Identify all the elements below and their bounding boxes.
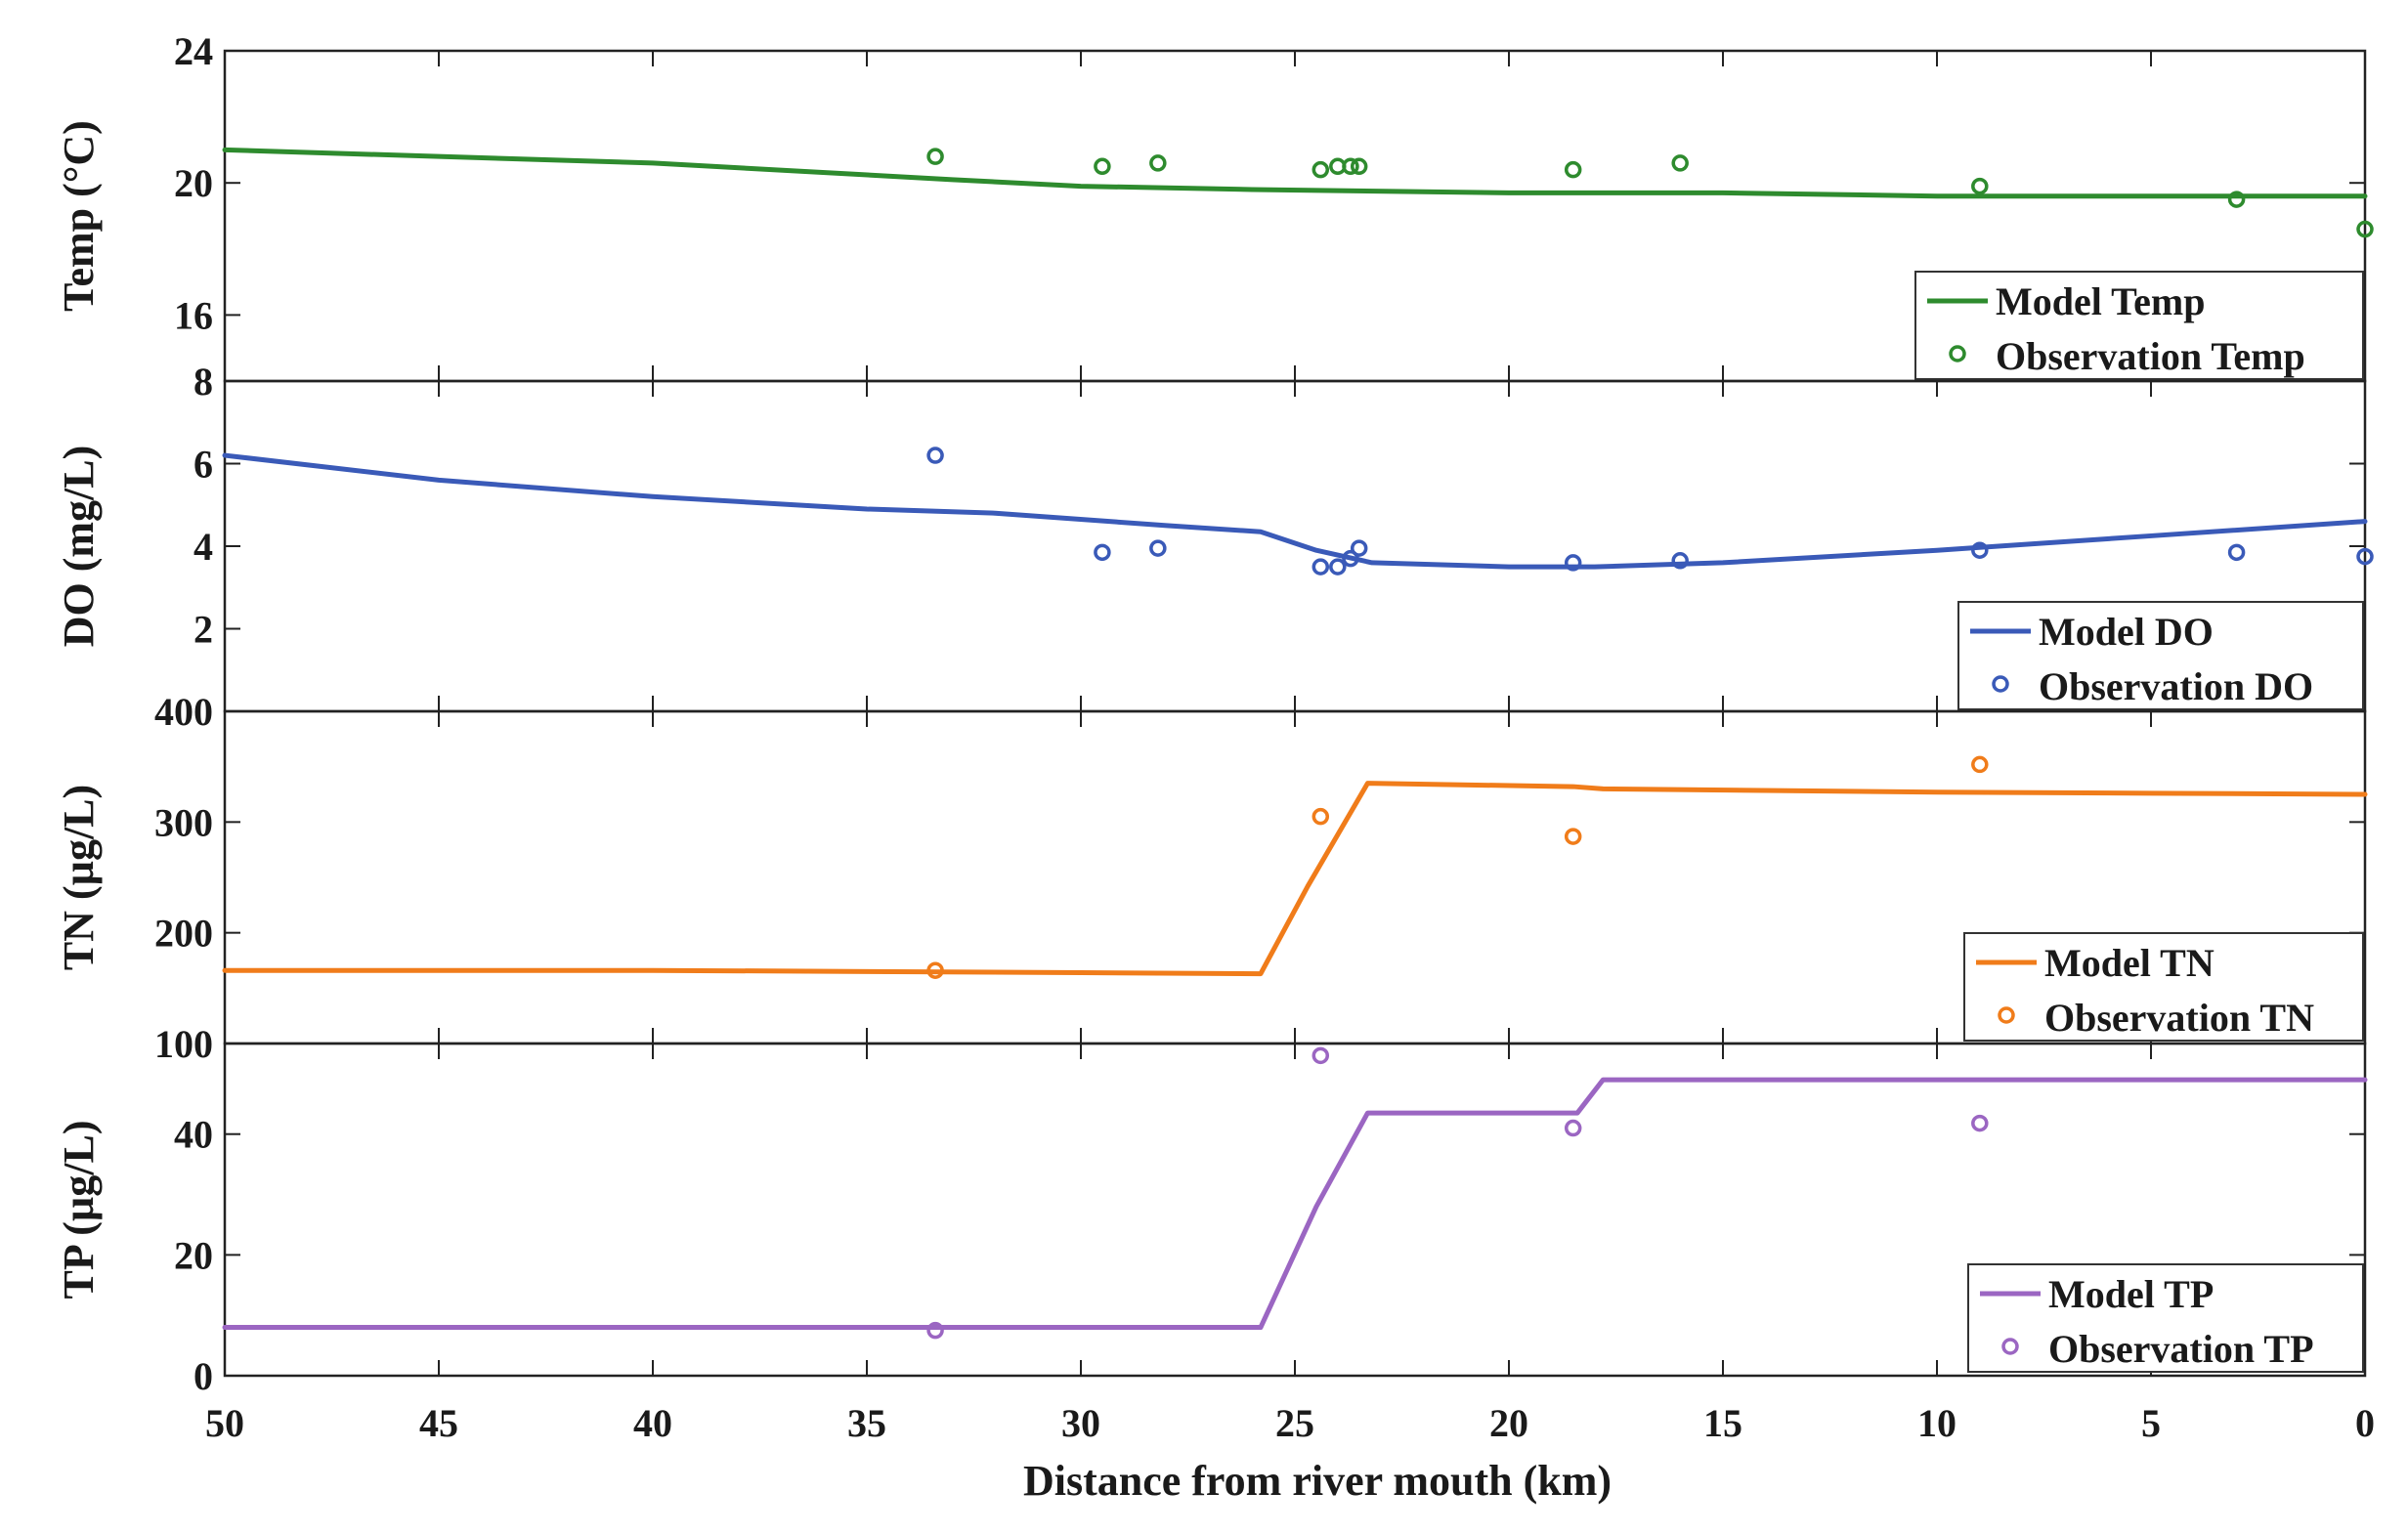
temp-y-top-label: 24 — [174, 29, 213, 73]
do-y-axis-label: DO (mg/L) — [55, 446, 103, 648]
temp-observation-point — [926, 148, 944, 165]
tn-observation-point — [1312, 807, 1330, 826]
panel-tp: 0 20 40 100 TP (µg/L) Model TP Observation TP — [55, 1022, 2368, 1398]
x-tick-label: 15 — [1703, 1401, 1742, 1445]
tn-y-tick-label: 200 — [154, 912, 213, 956]
do-observation-point — [2356, 547, 2374, 566]
do-observation-point — [1350, 539, 1368, 557]
temp-observation-point — [1564, 160, 1582, 179]
temp-legend: Model Temp Observation Temp — [1914, 271, 2364, 380]
tn-observation-point — [1971, 755, 1989, 774]
x-axis-label: Distance from river mouth (km) — [1023, 1457, 1612, 1505]
tp-y-tick-label: 20 — [174, 1233, 213, 1277]
temp-y-tick-label: 24 — [174, 29, 213, 73]
tp-legend-box — [1967, 1263, 2364, 1373]
temp-y-tick-label: 16 — [174, 293, 213, 337]
do-observation-point — [1971, 541, 1989, 559]
tn-legend-marker-swatch — [1998, 1006, 2015, 1024]
temp-observation-point — [1671, 154, 1689, 172]
temp-observation-point — [1350, 157, 1368, 176]
tp-legend: Model TP Observation TP — [1967, 1263, 2364, 1373]
temp-observation-point — [1342, 157, 1359, 176]
tn-model-line — [222, 781, 2368, 977]
tn-legend-model-label: Model TN — [2044, 941, 2214, 985]
do-observation-point — [1312, 558, 1330, 575]
do-observation-point — [926, 447, 944, 464]
tp-legend-marker-swatch — [2001, 1338, 2019, 1355]
temp-legend-marker-swatch — [1949, 345, 1966, 362]
tp-y-tick-label: 0 — [194, 1354, 213, 1398]
do-observation-point — [1564, 554, 1582, 572]
temp-observation-point — [2356, 220, 2374, 238]
x-tick-label: 10 — [1917, 1401, 1956, 1445]
tp-y-tick-label: 40 — [174, 1113, 213, 1157]
do-legend-model-label: Model DO — [2039, 610, 2214, 654]
tn-y-axis-label: TN (µg/L) — [55, 785, 103, 970]
temp-model-line — [222, 147, 2368, 199]
x-tick-label: 25 — [1275, 1401, 1314, 1445]
tn-legend-observation-label: Observation TN — [2044, 996, 2314, 1040]
tn-observation-point — [926, 961, 944, 979]
do-y-tick-label: 2 — [194, 608, 213, 652]
x-tick-label: 20 — [1489, 1401, 1528, 1445]
do-observation-point — [2227, 543, 2246, 562]
tn-observation-point — [1564, 828, 1582, 845]
temp-legend-box — [1914, 271, 2364, 380]
tp-legend-model-label: Model TP — [2048, 1272, 2214, 1316]
x-tick-label: 0 — [2355, 1401, 2375, 1445]
x-tick-label: 30 — [1061, 1401, 1100, 1445]
do-legend: Model DO Observation DO — [1957, 601, 2364, 710]
tp-y-axis-label: TP (µg/L) — [55, 1120, 103, 1299]
do-y-top-label: 8 — [194, 360, 213, 404]
do-legend-marker-swatch — [1992, 675, 2009, 693]
tn-legend-box — [1963, 932, 2364, 1042]
tp-y-top-label: 100 — [154, 1022, 213, 1066]
temp-observation-point — [1312, 160, 1330, 179]
do-model-line — [222, 452, 2368, 570]
tp-observation-point — [1564, 1119, 1582, 1137]
x-tick-label: 50 — [205, 1401, 244, 1445]
do-y-tick-label: 6 — [194, 443, 213, 487]
do-observation-point — [1342, 549, 1359, 568]
do-observation-point — [1329, 558, 1347, 575]
panel-tn: 200 300 400 TN (µg/L) Model TN Observation TN — [55, 690, 2368, 1045]
temp-legend-observation-label: Observation Temp — [1996, 334, 2305, 378]
x-axis: 50 45 40 35 30 25 20 15 10 5 0 — [205, 1401, 2375, 1445]
temp-observation-point — [1149, 154, 1167, 172]
temp-observation-point — [1971, 177, 1989, 195]
do-y-tick-label: 4 — [194, 525, 213, 569]
x-tick-label: 5 — [2141, 1401, 2161, 1445]
tp-model-line — [222, 1077, 2368, 1331]
tn-legend: Model TN Observation TN — [1963, 932, 2364, 1042]
tp-observation-point — [1971, 1114, 1989, 1132]
x-tick-label: 35 — [847, 1401, 886, 1445]
do-observation-point — [1671, 552, 1689, 570]
panel-do: 2 4 6 8 DO (mg/L) Model DO Observation DO — [55, 360, 2374, 713]
do-observation-point — [1094, 543, 1111, 562]
do-legend-observation-label: Observation DO — [2039, 664, 2313, 708]
temp-y-tick-label: 20 — [174, 161, 213, 205]
tp-observation-point — [926, 1321, 944, 1340]
tn-y-tick-label: 300 — [154, 800, 213, 844]
temp-observation-point — [1094, 157, 1111, 176]
temp-y-axis-label: Temp (°C) — [55, 120, 103, 312]
do-legend-box — [1957, 601, 2364, 710]
tp-observation-point — [1312, 1046, 1330, 1065]
temp-legend-model-label: Model Temp — [1996, 279, 2205, 323]
do-observation-point — [1149, 539, 1167, 557]
tn-y-top-label: 400 — [154, 690, 213, 734]
tp-legend-observation-label: Observation TP — [2048, 1327, 2314, 1371]
x-tick-label: 40 — [633, 1401, 672, 1445]
x-tick-label: 45 — [419, 1401, 458, 1445]
temp-observation-point — [2227, 191, 2246, 208]
